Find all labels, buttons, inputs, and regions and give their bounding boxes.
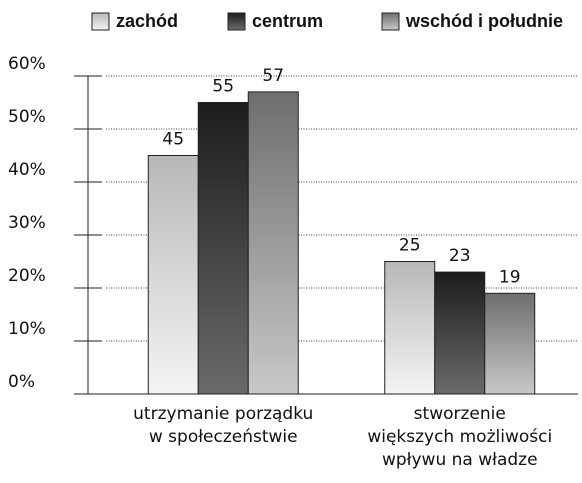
data-label: 19 (499, 267, 521, 287)
x-tick-label: stworzenie większych możliwości wpływu na … (367, 404, 552, 470)
x-tick-label: utrzymanie porządku w społeczeństwie (133, 404, 313, 447)
legend: zachód centrum wschód i południe (91, 11, 563, 31)
bar (434, 271, 486, 395)
legend-label: wschód i południe (405, 11, 563, 31)
y-tick-label: 30% (8, 213, 46, 233)
data-label: 45 (162, 130, 184, 150)
data-label: 23 (449, 246, 471, 266)
data-label: 25 (399, 236, 421, 256)
legend-swatch (227, 12, 246, 31)
bar (247, 91, 299, 395)
data-label: 57 (262, 66, 284, 86)
y-tick-label: 50% (8, 107, 46, 127)
data-label: 55 (212, 77, 234, 97)
y-tick-label: 40% (8, 160, 46, 180)
y-tick-label: 0% (8, 372, 35, 392)
legend-label: zachód (116, 11, 178, 31)
bar (197, 102, 249, 395)
y-tick-label: 10% (8, 319, 46, 339)
bar (147, 155, 199, 395)
legend-swatch (91, 12, 110, 31)
y-tick-label: 60% (8, 54, 46, 74)
y-tick-label: 20% (8, 266, 46, 286)
legend-swatch (381, 12, 400, 31)
bar (384, 261, 436, 395)
legend-label: centrum (252, 11, 323, 31)
bar (484, 292, 536, 395)
